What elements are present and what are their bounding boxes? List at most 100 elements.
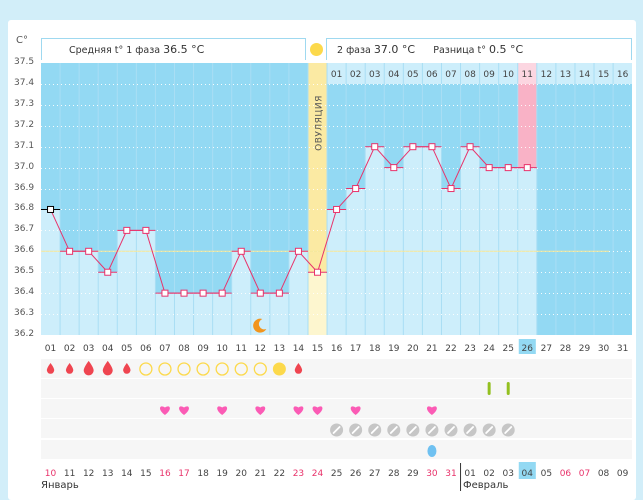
phase1-value: 36.5 °C <box>163 43 205 56</box>
temperature-bar <box>155 293 175 335</box>
blood-drop-icon <box>83 360 94 376</box>
fertile-circle-icon <box>177 362 191 376</box>
temperature-point <box>199 289 207 297</box>
cycle-day-label: 08 <box>178 344 190 354</box>
cycle-day-label: 26 <box>522 344 534 354</box>
calendar-date-label: 12 <box>83 469 94 479</box>
y-tick-label: 36.3 <box>14 308 35 319</box>
temperature-point <box>409 143 417 151</box>
pill-icon-slash <box>332 426 341 434</box>
today-marker <box>518 462 536 479</box>
temperature-point <box>85 247 93 255</box>
sun-icon <box>310 43 323 56</box>
marker-row-background <box>41 379 632 398</box>
temperature-point <box>314 268 322 276</box>
temperature-point <box>447 185 455 193</box>
temperature-bar <box>117 230 137 335</box>
temperature-point <box>47 205 55 213</box>
phase1-info: Средняя t° 1 фаза 36.5 °C <box>41 38 306 60</box>
phase2-info: 2 фаза 37.0 °C Разница t° 0.5 °C <box>326 38 632 60</box>
phase2-day-number: 08 <box>464 70 476 80</box>
y-tick-label: 37.3 <box>14 98 35 109</box>
blood-drop-icon <box>294 363 303 374</box>
phase2-label: 2 фаза <box>337 45 371 56</box>
current-day-marker <box>518 339 536 354</box>
blood-drop-icon <box>102 360 113 376</box>
calendar-date-label: 20 <box>236 469 248 479</box>
cycle-day-label: 28 <box>560 344 572 354</box>
calendar-date-label: 18 <box>197 469 209 479</box>
temperature-point <box>104 268 112 276</box>
current-day-header-highlight <box>517 63 537 84</box>
cycle-day-label: 16 <box>331 344 343 354</box>
test-strip-icon <box>506 382 510 395</box>
calendar-date-label: 08 <box>598 469 610 479</box>
phase2-value: 37.0 °C <box>373 43 416 56</box>
pill-icon-slash <box>370 426 379 434</box>
phase2-day-number: 11 <box>522 70 533 80</box>
y-tick-label: 36.2 <box>14 329 35 339</box>
blood-drop-icon <box>123 363 131 374</box>
y-tick-label: 36.8 <box>14 203 35 214</box>
cycle-day-label: 12 <box>255 344 266 354</box>
temperature-point <box>237 247 245 255</box>
heart-icon <box>160 406 170 415</box>
calendar-date-label: 17 <box>178 469 189 479</box>
calendar-date-label: 10 <box>45 469 57 479</box>
phase2-day-number: 01 <box>331 70 342 80</box>
heart-icon <box>255 406 266 415</box>
phase2-day-number: 12 <box>541 70 552 80</box>
discharge-drop-icon <box>427 445 437 457</box>
calendar-date-label: 09 <box>617 469 629 479</box>
cycle-day-label: 17 <box>350 344 361 354</box>
calendar-date-label: 31 <box>445 469 456 479</box>
temperature-point <box>371 143 379 151</box>
fertile-circle-icon <box>253 362 267 376</box>
temperature-bar <box>403 146 423 335</box>
marker-row-background <box>41 399 632 418</box>
y-tick-label: 36.6 <box>14 245 35 256</box>
marker-row-background <box>41 440 632 459</box>
y-tick-label: 36.9 <box>14 182 35 193</box>
fertile-circle-icon <box>234 362 248 376</box>
heart-icon <box>179 406 189 415</box>
phase2-day-number: 04 <box>388 70 400 80</box>
fertile-circle-icon <box>158 362 172 376</box>
temperature-point <box>218 289 226 297</box>
temperature-bar <box>41 209 61 335</box>
calendar-date-label: 26 <box>350 469 362 479</box>
calendar-date-label: 03 <box>502 469 513 479</box>
y-axis-unit: C° <box>16 35 28 46</box>
temperature-point <box>256 289 264 297</box>
temperature-point <box>390 164 398 172</box>
fertile-circle-icon <box>215 362 229 376</box>
heart-icon <box>426 406 437 415</box>
heart-icon <box>350 406 361 415</box>
fertile-circle-icon <box>196 362 210 376</box>
cycle-day-label: 21 <box>426 344 437 354</box>
calendar-date-label: 25 <box>331 469 342 479</box>
temperature-point <box>352 185 360 193</box>
calendar-date-label: 07 <box>579 469 590 479</box>
month-january: Январь <box>41 480 79 491</box>
y-tick-label: 37.5 <box>14 57 35 67</box>
cycle-day-label: 03 <box>83 344 94 354</box>
calendar-date-label: 01 <box>464 469 475 479</box>
calendar-date-label: 22 <box>274 469 285 479</box>
blood-drop-icon <box>46 363 55 374</box>
temperature-point <box>523 164 531 172</box>
y-tick-label: 37.2 <box>14 119 35 130</box>
calendar-date-label: 29 <box>407 469 419 479</box>
temperature-point <box>180 289 188 297</box>
cycle-day-label: 05 <box>121 344 132 354</box>
phase1-label: Средняя t° 1 фаза <box>69 45 161 56</box>
calendar-date-label: 05 <box>541 469 552 479</box>
y-tick-label: 36.4 <box>14 287 35 298</box>
phase2-day-number: 02 <box>350 70 361 80</box>
temperature-point <box>66 247 74 255</box>
temperature-bar <box>422 146 442 335</box>
temperature-bar <box>136 230 156 335</box>
calendar-date-label: 16 <box>159 469 171 479</box>
pill-icon-slash <box>389 426 398 434</box>
